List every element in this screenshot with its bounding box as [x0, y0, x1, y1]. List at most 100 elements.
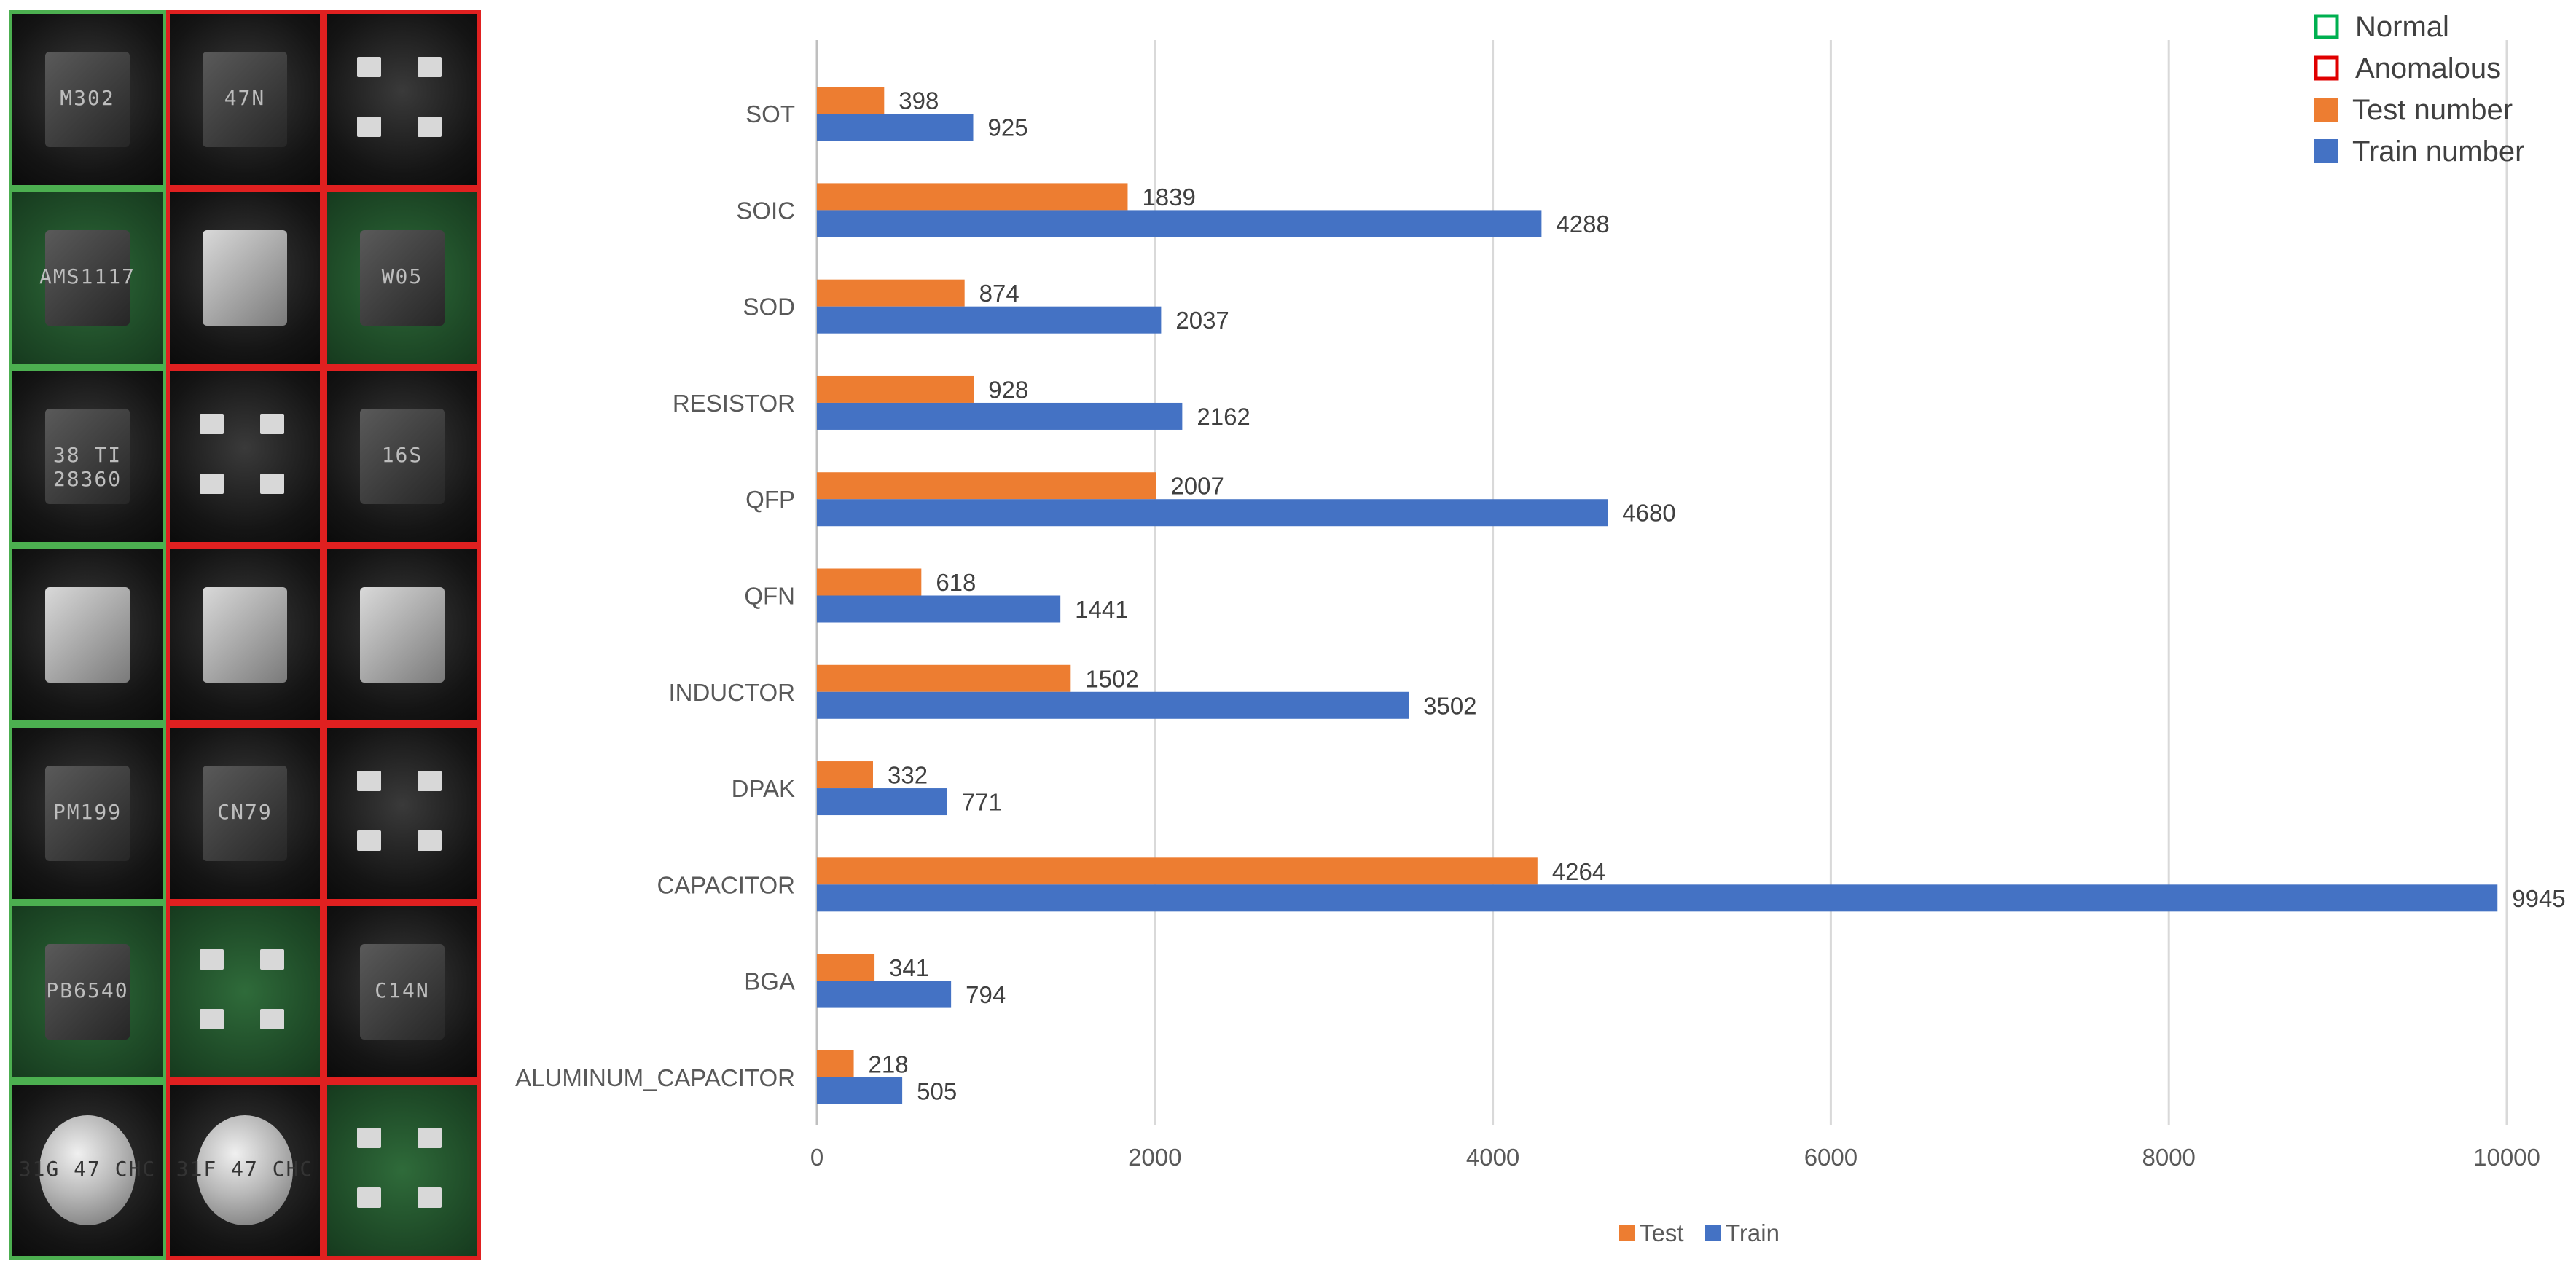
legend-swatch-anomalous — [2314, 55, 2339, 81]
component-body — [203, 765, 287, 862]
solder-pad — [357, 56, 382, 77]
test-value-label: 1839 — [1142, 184, 1195, 211]
capacitor-drawing — [197, 1115, 293, 1225]
train-value-label: 9945 — [2512, 885, 2565, 912]
sample-tile-anomalous — [166, 903, 324, 1081]
test-value-label: 1502 — [1085, 665, 1138, 692]
test-bar — [817, 568, 922, 596]
train-bar — [817, 402, 1183, 430]
test-legend-swatch — [1619, 1225, 1635, 1241]
component-body — [45, 229, 130, 326]
category-label: QFP — [745, 486, 795, 513]
component-marking: M302 — [60, 85, 115, 110]
category-label: ALUMINUM_CAPACITOR — [515, 1064, 795, 1091]
sample-tile-anomalous — [324, 10, 481, 189]
sample-tile-anomalous — [324, 1081, 481, 1260]
solder-pad — [200, 474, 224, 495]
component-marking: AMS1117 — [39, 264, 136, 288]
test-bar — [817, 1050, 854, 1077]
test-bar — [817, 375, 974, 403]
legend-swatch-train-number — [2314, 139, 2338, 163]
component-marking: 38 TI 28360 — [52, 442, 122, 491]
solder-pad — [200, 1009, 224, 1030]
solder-pad — [200, 948, 224, 970]
train-legend-swatch — [1705, 1225, 1721, 1241]
legend-swatch-normal — [2314, 14, 2339, 39]
x-tick-label: 8000 — [2142, 1144, 2195, 1171]
sample-tile-normal: M302 — [9, 10, 166, 189]
sample-image-grid: M302 47N AMS1117 W05 38 TI 28360 16S PM199 CN79… — [9, 10, 482, 1260]
component-body — [360, 408, 445, 505]
test-value-label: 618 — [936, 569, 976, 596]
legend-label: Normal — [2355, 11, 2449, 43]
sample-tile-anomalous: CN79 — [166, 724, 324, 903]
test-bar — [817, 183, 1128, 211]
legend-swatch-test-number — [2314, 98, 2338, 122]
test-bar — [817, 761, 873, 789]
test-value-label: 218 — [869, 1050, 909, 1077]
train-bar — [817, 595, 1061, 623]
test-bar — [817, 664, 1071, 692]
test-value-label: 874 — [979, 280, 1019, 307]
train-value-label: 505 — [917, 1077, 957, 1104]
category-label: BGA — [744, 968, 795, 995]
solder-pad — [357, 117, 382, 138]
train-bar — [817, 306, 1162, 334]
category-label: SOD — [743, 294, 795, 321]
solder-pad — [417, 56, 442, 77]
component-body — [45, 51, 130, 148]
category-label: RESISTOR — [673, 390, 795, 417]
test-value-label: 398 — [899, 87, 939, 114]
solder-pad — [259, 474, 284, 495]
component-marking: PB6540 — [46, 978, 129, 1002]
component-body — [360, 586, 445, 683]
component-marking: 31F 47 CHC — [176, 1156, 314, 1181]
sample-tile-normal: PM199 — [9, 724, 166, 903]
train-bar — [817, 210, 1542, 237]
solder-pad — [417, 117, 442, 138]
category-label: INDUCTOR — [668, 679, 795, 706]
test-value-label: 341 — [889, 954, 929, 981]
component-marking: W05 — [381, 264, 423, 288]
sample-tile-normal — [9, 546, 166, 724]
test-bar — [817, 857, 1538, 885]
component-body — [45, 943, 130, 1040]
component-marking: CN79 — [217, 799, 273, 824]
category-label: SOIC — [736, 197, 795, 224]
solder-pad — [357, 1187, 382, 1209]
train-value-label: 3502 — [1423, 692, 1476, 719]
solder-pad — [357, 1127, 382, 1148]
bottom-legend-label: Train — [1726, 1219, 1780, 1246]
component-marking: 16S — [381, 442, 423, 467]
capacitor-drawing — [39, 1115, 136, 1225]
test-bar — [817, 472, 1156, 500]
train-value-label: 925 — [988, 114, 1028, 141]
sample-tile-normal: AMS1117 — [9, 189, 166, 367]
component-body — [360, 943, 445, 1040]
component-body — [203, 586, 287, 683]
component-body — [203, 51, 287, 148]
sample-tile-anomalous: 31F 47 CHC — [166, 1081, 324, 1260]
train-value-label: 1441 — [1075, 596, 1128, 623]
sample-tile-anomalous: 47N — [166, 10, 324, 189]
solder-pad — [259, 948, 284, 970]
solder-pad — [200, 413, 224, 434]
train-value-label: 2037 — [1175, 307, 1229, 334]
category-label: DPAK — [732, 775, 795, 802]
sample-tile-anomalous — [166, 367, 324, 546]
component-body — [45, 765, 130, 862]
train-bar — [817, 884, 2498, 912]
train-value-label: 771 — [962, 789, 1002, 816]
solder-pad — [259, 1009, 284, 1030]
train-value-label: 4288 — [1556, 211, 1609, 237]
sample-tile-anomalous: C14N — [324, 903, 481, 1081]
sample-tile-anomalous — [324, 546, 481, 724]
test-bar — [817, 954, 875, 981]
solder-pad — [417, 830, 442, 852]
component-body — [45, 408, 130, 505]
sample-tile-normal: 38 TI 28360 — [9, 367, 166, 546]
sample-tile-normal: 31G 47 CHC — [9, 1081, 166, 1260]
component-body — [360, 229, 445, 326]
x-tick-label: 0 — [810, 1144, 823, 1171]
solder-pad — [417, 770, 442, 791]
